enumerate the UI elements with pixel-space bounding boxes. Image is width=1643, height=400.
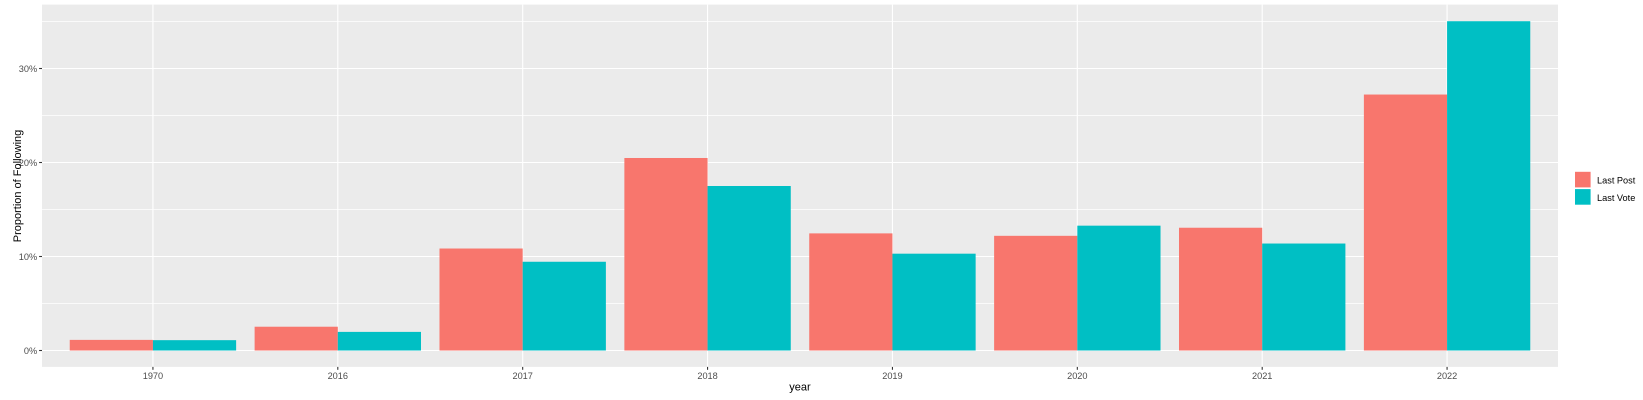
svg-text:30%: 30% (19, 64, 37, 74)
svg-text:year: year (789, 382, 811, 394)
svg-text:Last Post: Last Post (1597, 176, 1636, 186)
svg-text:2021: 2021 (1252, 371, 1272, 381)
svg-text:0%: 0% (24, 346, 37, 356)
svg-text:10%: 10% (19, 252, 37, 262)
svg-text:2018: 2018 (697, 371, 717, 381)
svg-text:2022: 2022 (1437, 371, 1457, 381)
svg-text:2017: 2017 (512, 371, 532, 381)
svg-text:Proportion of Following: Proportion of Following (12, 130, 24, 243)
svg-text:2019: 2019 (882, 371, 902, 381)
svg-text:1970: 1970 (143, 371, 163, 381)
svg-text:20%: 20% (19, 158, 37, 168)
svg-text:2020: 2020 (1067, 371, 1087, 381)
svg-text:2016: 2016 (328, 371, 348, 381)
svg-text:Last Vote: Last Vote (1597, 193, 1635, 203)
